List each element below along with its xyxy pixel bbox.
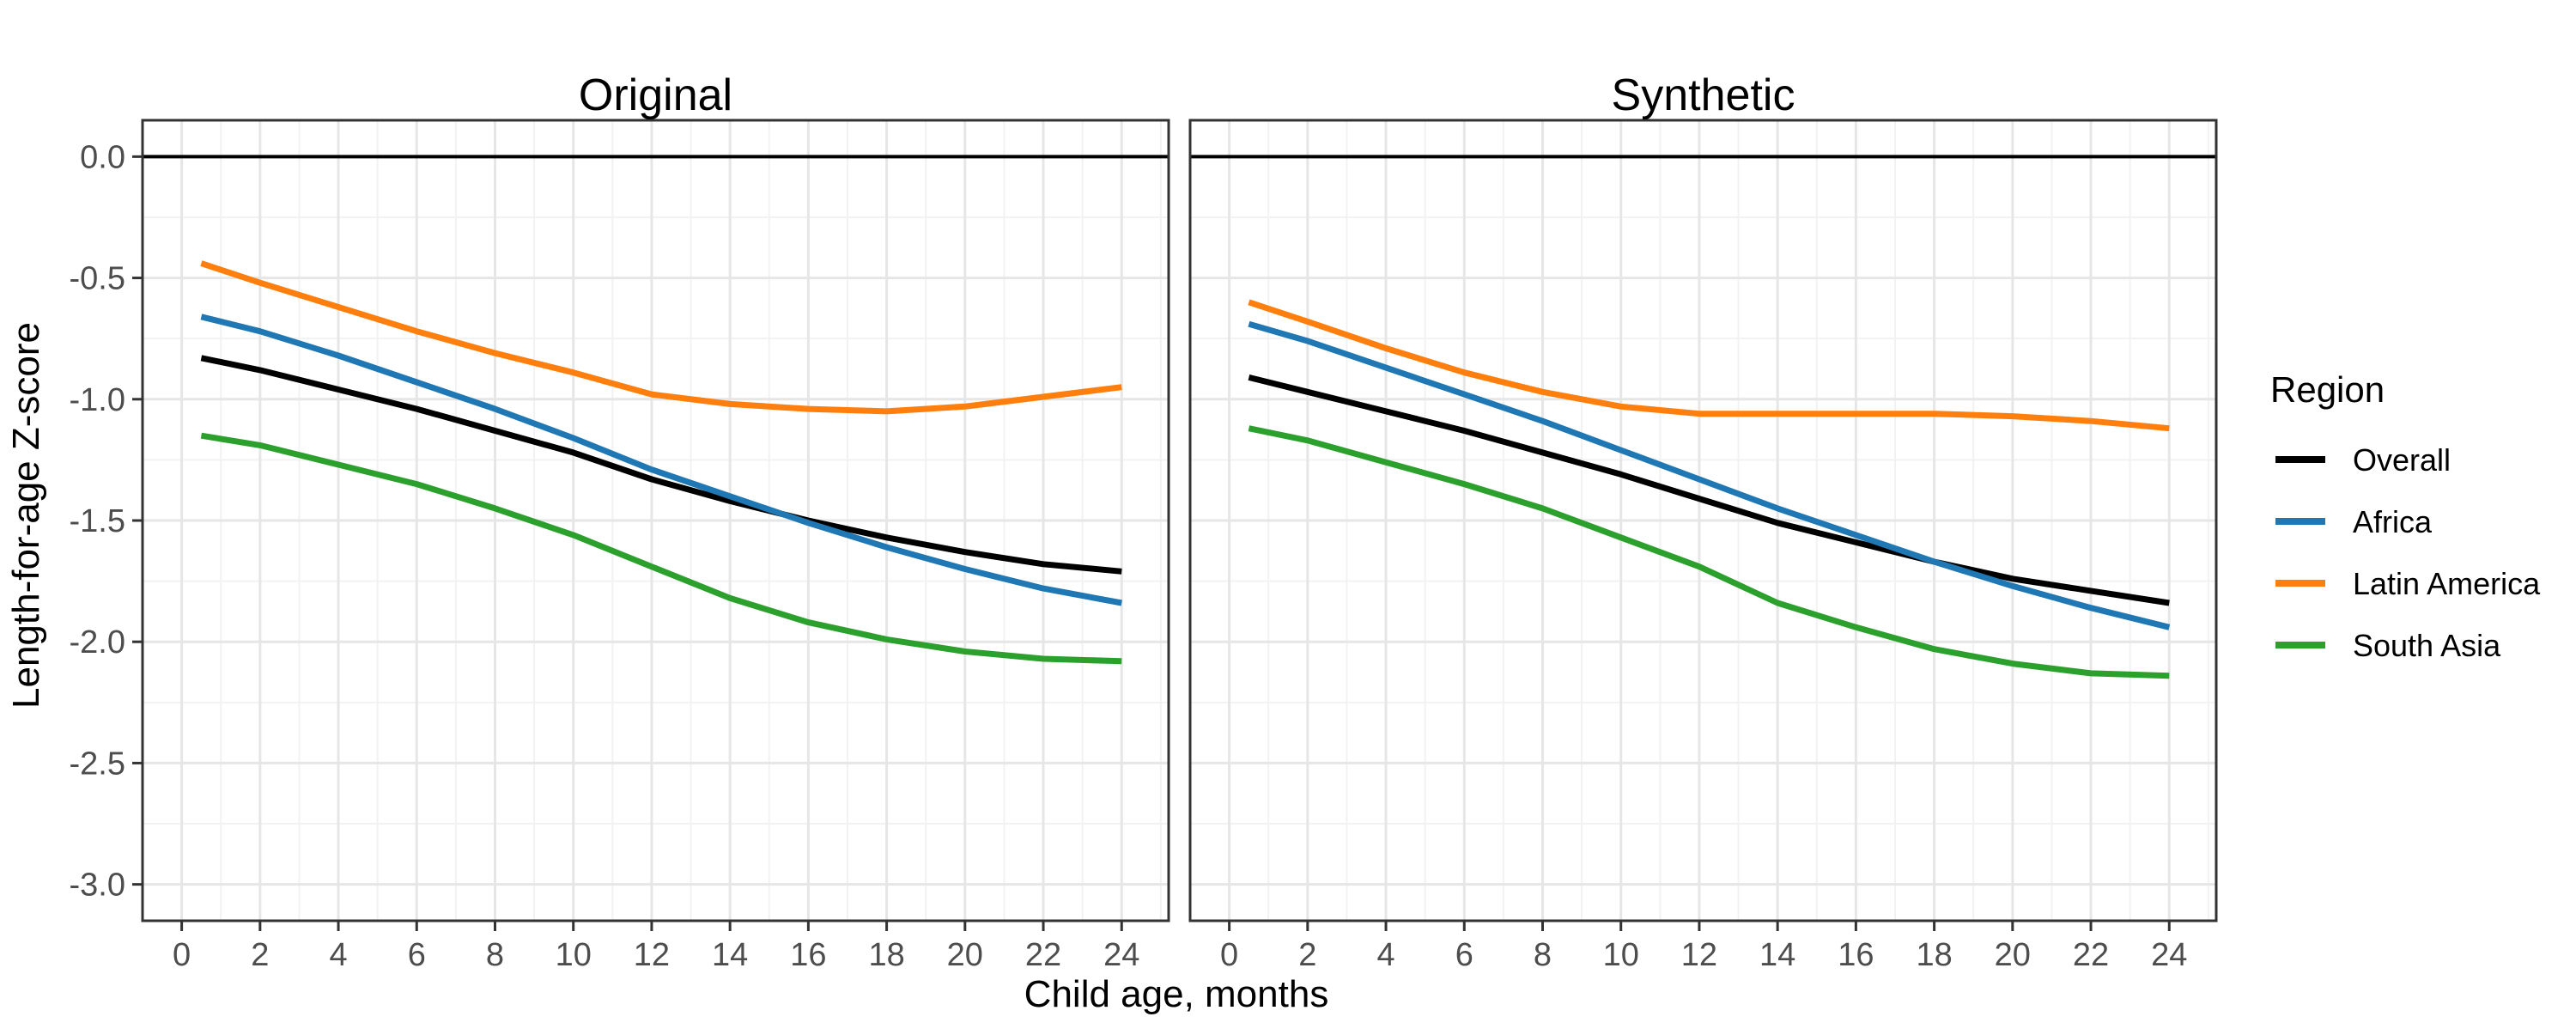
y-tick-label: -3.0: [70, 868, 125, 904]
x-tick-label: 6: [408, 937, 426, 973]
y-tick-label: -2.5: [70, 746, 125, 782]
x-tick-label: 14: [712, 937, 748, 973]
y-tick-label: -0.5: [70, 261, 125, 297]
legend-label-africa: Africa: [2353, 504, 2433, 539]
x-tick-label: 14: [1759, 937, 1795, 973]
x-tick-label: 10: [1603, 937, 1639, 973]
series-line-overall-original: [200, 355, 1122, 575]
x-tick-label: 2: [251, 937, 269, 973]
series-line-south-asia-synthetic: [1248, 425, 2170, 679]
y-axis-title: Length-for-age Z-score: [5, 322, 47, 709]
x-tick-label: 12: [634, 937, 670, 973]
legend-title: Region: [2270, 369, 2385, 410]
y-tick-label: 0.0: [80, 139, 125, 175]
x-tick-label: 22: [1025, 937, 1061, 973]
x-tick-label: 16: [1838, 937, 1874, 973]
x-axis-title: Child age, months: [1024, 973, 1329, 1015]
series-line-africa-original: [200, 314, 1122, 606]
x-tick-label: 0: [173, 937, 191, 973]
series-line-latin-america-original: [200, 260, 1122, 415]
series-line-latin-america-synthetic: [1248, 299, 2170, 432]
x-tick-label: 0: [1220, 937, 1238, 973]
panel-title-original: Original: [579, 70, 732, 120]
x-tick-label: 2: [1298, 937, 1316, 973]
x-tick-label: 24: [2151, 937, 2187, 973]
legend-label-latin-america: Latin America: [2353, 566, 2541, 601]
x-tick-label: 8: [1534, 937, 1552, 973]
x-tick-label: 4: [329, 937, 347, 973]
y-tick-label: -2.0: [70, 624, 125, 661]
y-tick-label: -1.5: [70, 503, 125, 539]
series-line-overall-synthetic: [1248, 374, 2170, 606]
x-tick-label: 20: [1995, 937, 2031, 973]
x-tick-label: 12: [1681, 937, 1717, 973]
legend-label-south-asia: South Asia: [2353, 628, 2501, 663]
legend-label-overall: Overall: [2353, 442, 2451, 478]
x-tick-label: 22: [2073, 937, 2109, 973]
panel-border-synthetic: [1188, 119, 2218, 922]
x-tick-label: 4: [1376, 937, 1394, 973]
x-tick-label: 18: [868, 937, 904, 973]
series-line-south-asia-original: [200, 432, 1122, 665]
x-tick-label: 16: [790, 937, 826, 973]
panel-title-synthetic: Synthetic: [1612, 70, 1795, 120]
x-tick-label: 20: [947, 937, 983, 973]
y-tick-label: -1.0: [70, 382, 125, 418]
series-line-africa-synthetic: [1248, 320, 2171, 630]
x-tick-label: 24: [1103, 937, 1139, 973]
x-tick-label: 18: [1916, 937, 1952, 973]
x-tick-label: 8: [486, 937, 504, 973]
x-tick-label: 10: [556, 937, 592, 973]
x-tick-label: 6: [1455, 937, 1473, 973]
